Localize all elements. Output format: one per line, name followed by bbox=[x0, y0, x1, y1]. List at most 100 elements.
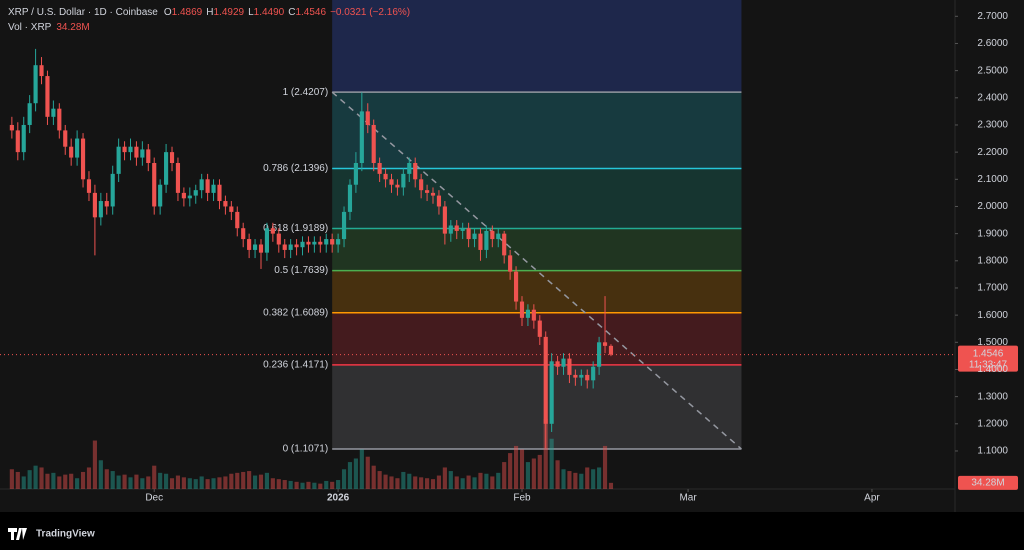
candle-body bbox=[75, 138, 80, 158]
volume-bar bbox=[413, 476, 418, 489]
candle-body bbox=[567, 358, 572, 375]
volume-bar bbox=[472, 477, 477, 489]
volume-bar bbox=[306, 481, 311, 489]
candle-body bbox=[181, 192, 186, 199]
volume-bar bbox=[288, 480, 293, 489]
candle-body bbox=[122, 146, 127, 153]
candle-body bbox=[211, 184, 216, 193]
volume-value: 34.28M bbox=[56, 22, 89, 33]
y-tick-label: 2.2000 bbox=[977, 147, 1008, 158]
volume-bar bbox=[579, 473, 584, 489]
candle-body bbox=[585, 374, 590, 381]
candle-body bbox=[164, 152, 169, 185]
candle-body bbox=[359, 111, 364, 163]
close-value: 1.4546 bbox=[295, 7, 326, 18]
volume-bar bbox=[57, 476, 62, 489]
candle-body bbox=[330, 239, 335, 245]
candle-body bbox=[306, 241, 311, 245]
volume-label: Vol · XRP bbox=[8, 22, 52, 33]
volume-bar bbox=[15, 471, 20, 489]
volume-bar bbox=[442, 467, 447, 489]
volume-bar bbox=[110, 471, 115, 489]
candle-body bbox=[235, 211, 240, 229]
candle-body bbox=[217, 184, 222, 202]
logo-icon bbox=[8, 528, 27, 540]
fib-zone bbox=[332, 364, 742, 450]
low-label: L bbox=[248, 7, 254, 18]
volume-bar bbox=[407, 473, 412, 489]
candle-body bbox=[21, 124, 26, 153]
candle-body bbox=[152, 163, 157, 207]
volume-bar bbox=[9, 469, 14, 489]
fib-level-label: 0.786 (2.1396) bbox=[263, 163, 328, 174]
y-tick-label: 1.4000 bbox=[977, 364, 1008, 375]
candle-body bbox=[247, 239, 252, 250]
volume-bar bbox=[51, 472, 56, 489]
candle-body bbox=[39, 65, 44, 77]
y-tick-label: 1.2000 bbox=[977, 418, 1008, 429]
volume-bar bbox=[193, 479, 198, 489]
candle-body bbox=[460, 228, 465, 231]
volume-bar bbox=[365, 456, 370, 489]
volume-bar bbox=[608, 482, 614, 489]
candle-body bbox=[205, 179, 210, 193]
open-value: 1.4869 bbox=[172, 7, 203, 18]
volume-tag-label: 34.28M bbox=[971, 477, 1004, 488]
candle-body bbox=[318, 241, 323, 245]
volume-bar bbox=[508, 453, 513, 489]
volume-bar bbox=[484, 473, 489, 489]
fib-zone bbox=[332, 168, 742, 229]
volume-bar bbox=[205, 479, 210, 489]
volume-bar bbox=[436, 475, 442, 489]
volume-bar bbox=[602, 445, 608, 489]
candle-body bbox=[513, 271, 519, 302]
volume-bar bbox=[537, 454, 542, 489]
volume-bar bbox=[573, 472, 578, 489]
volume-bar bbox=[555, 460, 560, 489]
countdown-label: 11:33:47 bbox=[969, 359, 1008, 370]
volume-bar bbox=[98, 460, 103, 489]
volume-bar bbox=[146, 476, 151, 489]
candle-body bbox=[561, 358, 566, 367]
volume-bar bbox=[401, 471, 406, 489]
volume-bar bbox=[264, 472, 270, 489]
volume-bar bbox=[330, 481, 335, 489]
candle-body bbox=[389, 179, 394, 185]
y-tick-label: 2.0000 bbox=[977, 201, 1008, 212]
candle-body bbox=[288, 244, 293, 250]
fib-zone bbox=[332, 92, 742, 169]
candle-body bbox=[134, 146, 139, 158]
volume-bar bbox=[27, 470, 32, 489]
candle-body bbox=[300, 241, 305, 248]
volume-bar bbox=[140, 478, 145, 489]
fib-level-label: 0.236 (1.4171) bbox=[263, 359, 328, 370]
candle-body bbox=[496, 233, 501, 240]
candle-body bbox=[276, 233, 281, 245]
volume-bar bbox=[549, 438, 554, 489]
volume-bar bbox=[425, 478, 430, 489]
volume-bar bbox=[430, 479, 436, 489]
brand-name: TradingView bbox=[36, 529, 95, 540]
footer-background bbox=[0, 512, 1024, 550]
volume-bar bbox=[211, 478, 216, 489]
volume-bar bbox=[270, 478, 275, 489]
candle-body bbox=[69, 146, 74, 158]
candle-body bbox=[407, 163, 412, 174]
volume-bar bbox=[33, 465, 38, 489]
candle-body bbox=[377, 163, 382, 174]
candle-body bbox=[579, 374, 584, 378]
candle-body bbox=[508, 255, 513, 272]
candle-body bbox=[490, 230, 495, 240]
y-tick-label: 2.6000 bbox=[977, 38, 1008, 49]
y-tick-label: 2.4000 bbox=[977, 92, 1008, 103]
fib-level-label: 0.618 (1.9189) bbox=[263, 223, 328, 234]
candle-body bbox=[597, 342, 602, 367]
y-tick-label: 2.7000 bbox=[977, 11, 1008, 22]
y-tick-label: 2.1000 bbox=[977, 174, 1008, 185]
candle-body bbox=[312, 241, 317, 245]
volume-bar bbox=[187, 478, 192, 489]
volume-bar bbox=[39, 467, 44, 489]
candle-body bbox=[63, 130, 68, 147]
volume-bar bbox=[341, 469, 347, 489]
